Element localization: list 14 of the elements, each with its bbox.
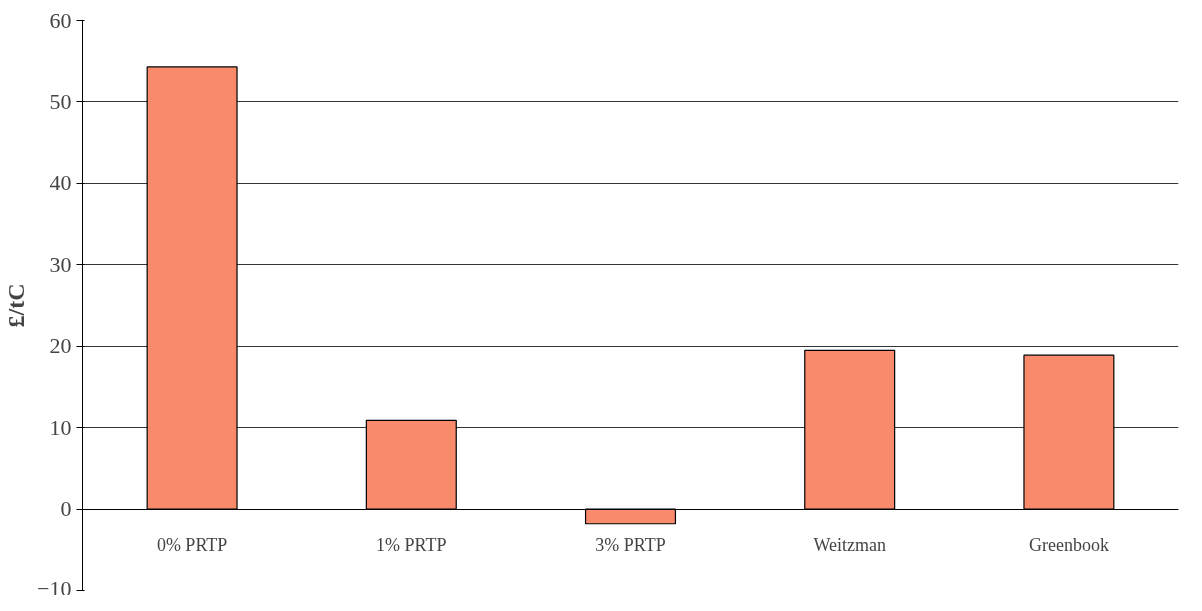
x-tick-label: 1% PRTP [376, 535, 447, 556]
y-tick-label: 20 [49, 333, 72, 359]
y-tick-label: 0 [60, 496, 72, 522]
y-tick-label: 50 [49, 88, 72, 114]
y-axis-title: £/tC [3, 283, 30, 328]
x-tick-label: 3% PRTP [595, 535, 666, 556]
y-tick-label: 60 [49, 7, 72, 33]
x-tick-label: 0% PRTP [156, 535, 228, 556]
y-tick-label: 40 [49, 170, 72, 196]
x-tick-label: Weitzman [813, 535, 886, 556]
y-tick-label: 30 [49, 251, 72, 277]
y-tick-label: 10 [49, 414, 72, 440]
x-tick-label: Greenbook [1028, 535, 1109, 556]
y-tick-label: −10 [37, 575, 72, 601]
